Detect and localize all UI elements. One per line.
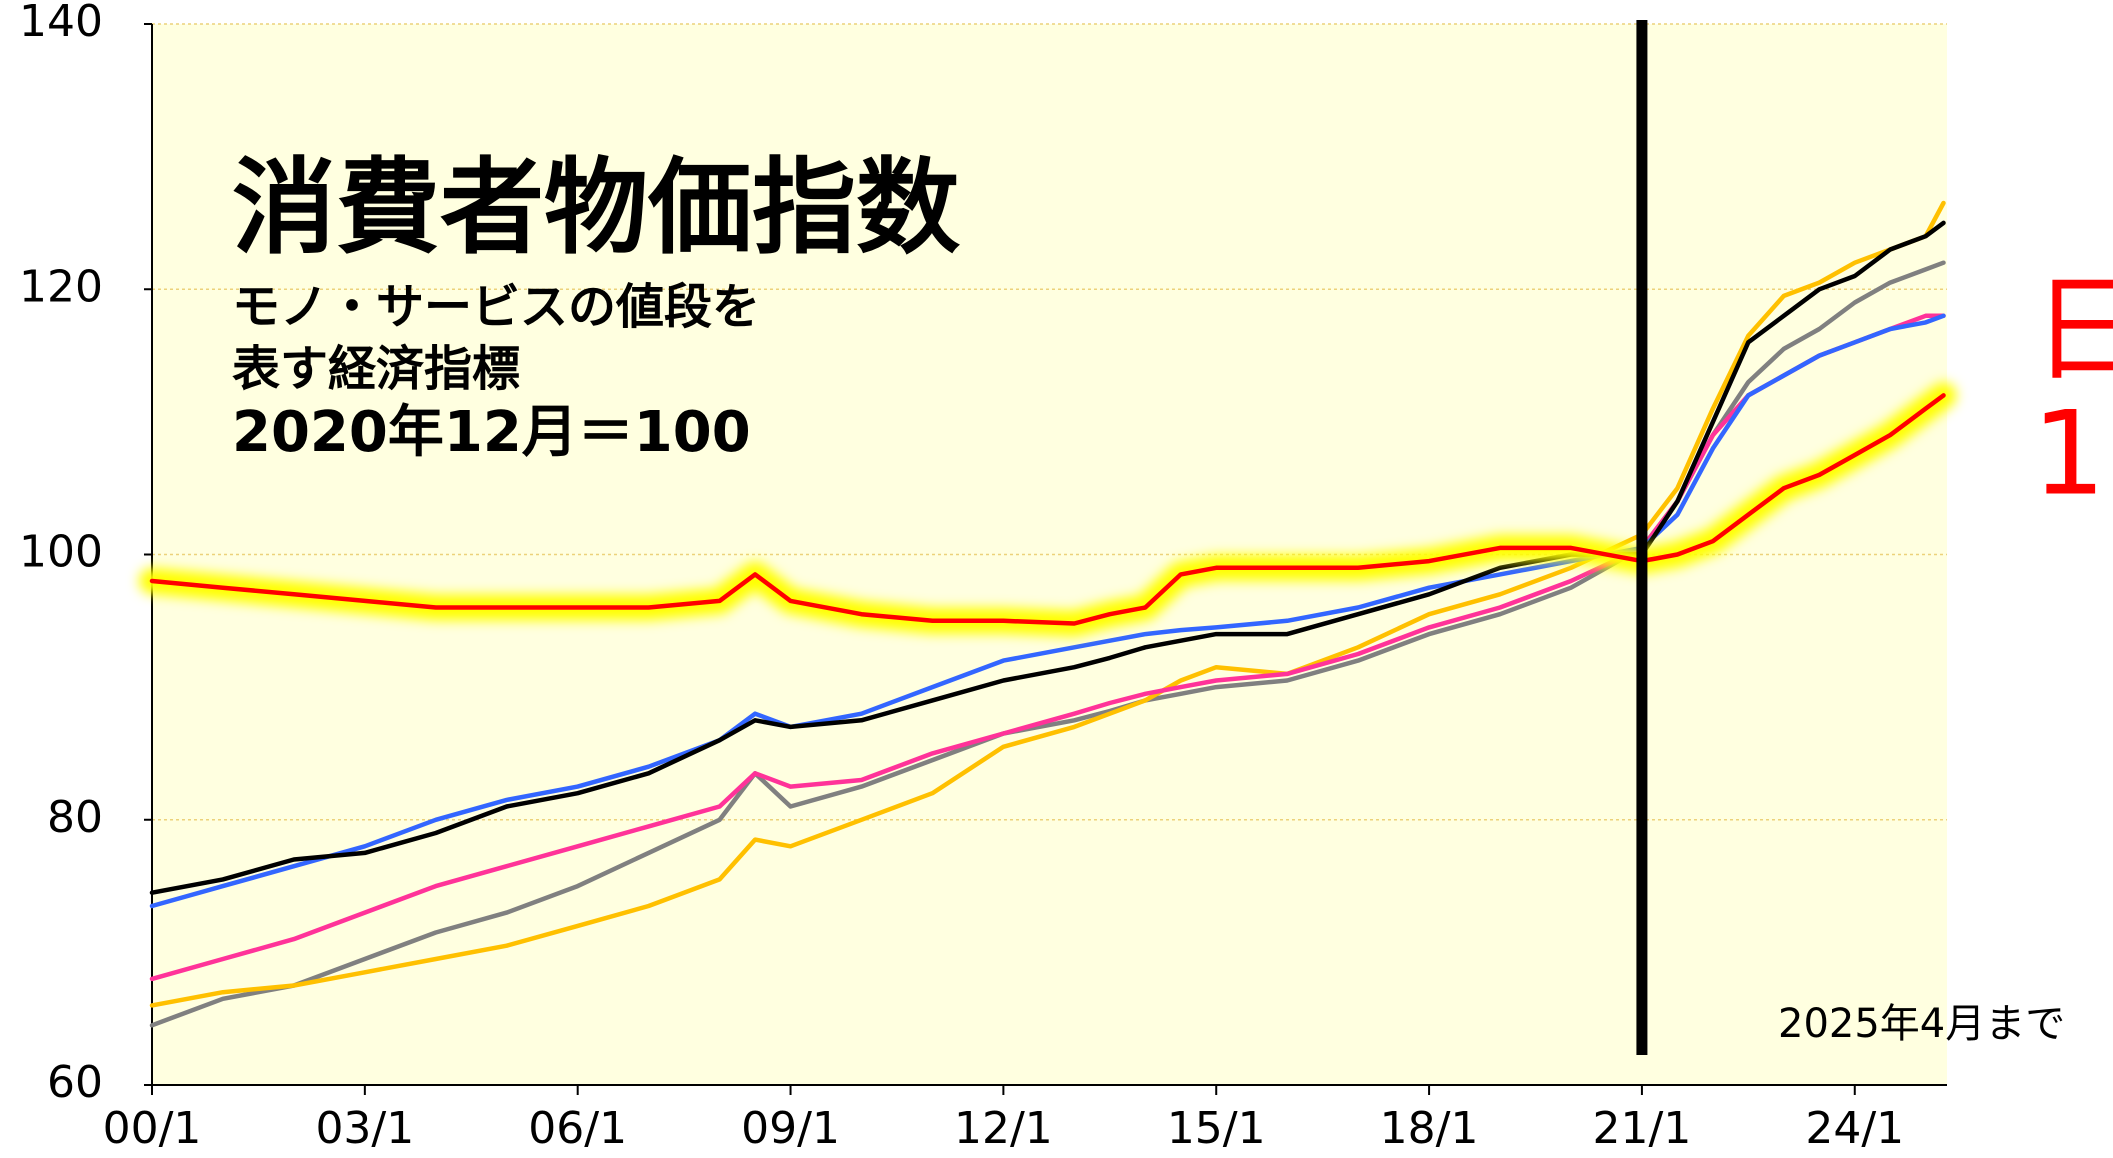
y-tick-label: 100 (19, 527, 103, 578)
annotation: 日 (2032, 263, 2113, 398)
x-tick-label: 18/1 (1380, 1103, 1479, 1154)
subtitle: モノ・サービスの値段を (232, 279, 760, 335)
annotation: 1 (2032, 387, 2106, 522)
x-tick-label: 06/1 (528, 1103, 627, 1154)
x-tick-label: 09/1 (741, 1103, 840, 1154)
x-tick-label: 12/1 (954, 1103, 1053, 1154)
x-tick-label: 15/1 (1167, 1103, 1266, 1154)
x-tick-label: 00/1 (103, 1103, 202, 1154)
subtitle: 2020年12月＝100 (232, 400, 751, 465)
line (149, 260, 1946, 1028)
y-tick-label: 140 (19, 0, 103, 47)
line (149, 393, 1946, 626)
line (149, 313, 1946, 909)
x-tick-label: 21/1 (1593, 1103, 1692, 1154)
y-tick-label: 80 (47, 792, 103, 843)
subtitle: 表す経済指標 (232, 341, 520, 397)
y-tick-label: 60 (47, 1057, 103, 1108)
annotation: 2025年4月まで (1778, 1001, 2065, 1047)
y-tick-label: 120 (19, 261, 103, 312)
x-tick-label: 03/1 (315, 1103, 414, 1154)
line (149, 220, 1946, 895)
chart-title: 消費者物価指数 (232, 146, 960, 268)
x-tick-label: 24/1 (1805, 1103, 1904, 1154)
